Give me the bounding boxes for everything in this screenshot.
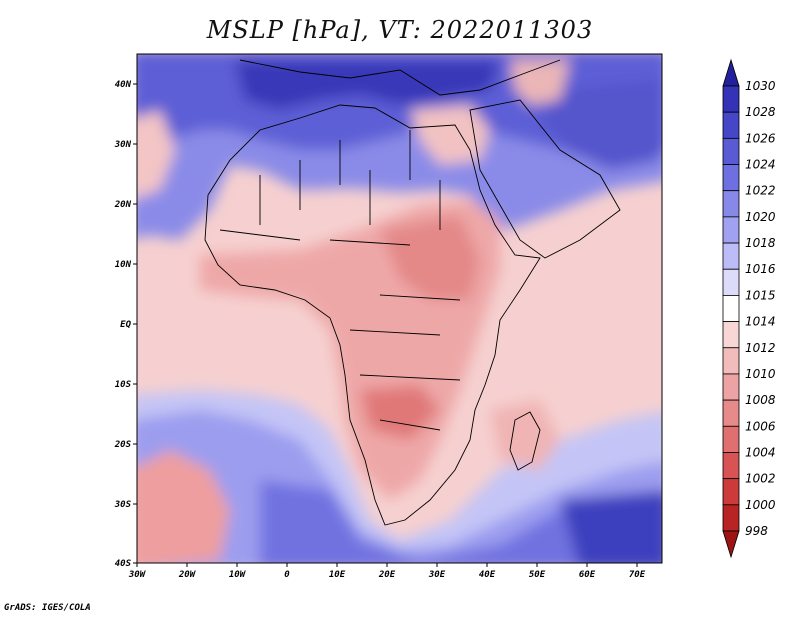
lat-tick-label: EQ [120, 320, 131, 330]
lon-tick-label: 40E [479, 570, 496, 580]
colorbar-label: 1015 [745, 288, 776, 302]
colorbar-label: 1028 [745, 105, 776, 119]
colorbar-label: 1006 [745, 419, 776, 433]
lon-tick-label: 20W [178, 570, 197, 580]
colorbar-label: 1014 [745, 315, 776, 329]
arabia-coastline [469, 99, 621, 259]
colorbar-segment [722, 268, 740, 296]
colorbar-segment [722, 58, 740, 87]
border-lines [219, 130, 461, 431]
coastlines [204, 59, 621, 526]
colorbar-label: 1020 [745, 210, 776, 224]
colorbar-label: 1012 [745, 341, 776, 355]
colorbar-segment [722, 530, 740, 559]
colorbar-label: 1022 [745, 184, 776, 198]
europe-coastline [239, 59, 561, 96]
lat-tick-label: 10N [115, 260, 132, 270]
lon-tick-label: 70E [629, 570, 646, 580]
colorbar-segment [722, 425, 740, 453]
lat-tick-label: 40N [115, 80, 132, 90]
map-frame [136, 53, 663, 564]
colorbar-label: 1004 [745, 445, 776, 459]
colorbar-segment [722, 85, 740, 113]
colorbar-label: 998 [745, 524, 768, 538]
credit-text: GrADS: IGES/COLA [4, 603, 91, 613]
colorbar: 1030 1028 1026 1024 1022 1020 1018 1016 1015 1014… [722, 58, 776, 559]
lat-tick-label: 30S [114, 500, 132, 510]
lat-tick-label: 40S [115, 559, 132, 569]
colorbar-segment [722, 347, 740, 375]
lon-axis: 30W 20W 10W 0 10E 20E 30E 40E 50E 60E 70… [128, 563, 646, 580]
colorbar-segment [722, 295, 740, 322]
lon-tick-label: 30W [128, 570, 147, 580]
colorbar-segment [722, 373, 740, 401]
africa-coastline [204, 104, 541, 526]
colorbar-segment [722, 190, 740, 218]
lon-tick-label: 0 [284, 570, 290, 580]
colorbar-segment [722, 399, 740, 427]
colorbar-segment [722, 504, 740, 532]
lon-tick-label: 30E [428, 570, 446, 580]
lon-tick-label: 60E [579, 570, 596, 580]
colorbar-segment [722, 242, 740, 270]
colorbar-segment [722, 111, 740, 139]
colorbar-segment [722, 452, 740, 480]
lat-tick-label: 30N [114, 140, 132, 150]
lon-tick-label: 10E [329, 570, 346, 580]
colorbar-label: 1000 [745, 498, 776, 512]
colorbar-segment [722, 164, 740, 192]
colorbar-label: 1016 [745, 262, 776, 276]
colorbar-label: 1026 [745, 131, 776, 145]
colorbar-label: 1002 [745, 472, 776, 486]
lon-tick-label: 50E [529, 570, 546, 580]
colorbar-segment [722, 216, 740, 244]
lon-tick-label: 20E [378, 570, 396, 580]
colorbar-label: 1010 [745, 367, 776, 381]
lon-tick-label: 10W [229, 570, 247, 580]
lat-tick-label: 20S [114, 440, 132, 450]
colorbar-segment [722, 321, 740, 349]
colorbar-label: 1030 [745, 79, 776, 93]
lat-tick-label: 20N [114, 200, 132, 210]
colorbar-label: 1008 [745, 393, 776, 407]
colorbar-label: 1024 [745, 158, 776, 172]
colorbar-segment [722, 478, 740, 506]
colorbar-segment [722, 137, 740, 165]
chart-title: MSLP [hPa], VT: 2022011303 [206, 16, 594, 44]
lat-axis: 40N 30N 20N 10N EQ 10S 20S 30S 40S [114, 80, 137, 569]
madagascar-coastline [509, 411, 541, 471]
colorbar-label: 1018 [745, 236, 776, 250]
mslp-field [137, 54, 662, 563]
lat-tick-label: 10S [115, 380, 132, 390]
